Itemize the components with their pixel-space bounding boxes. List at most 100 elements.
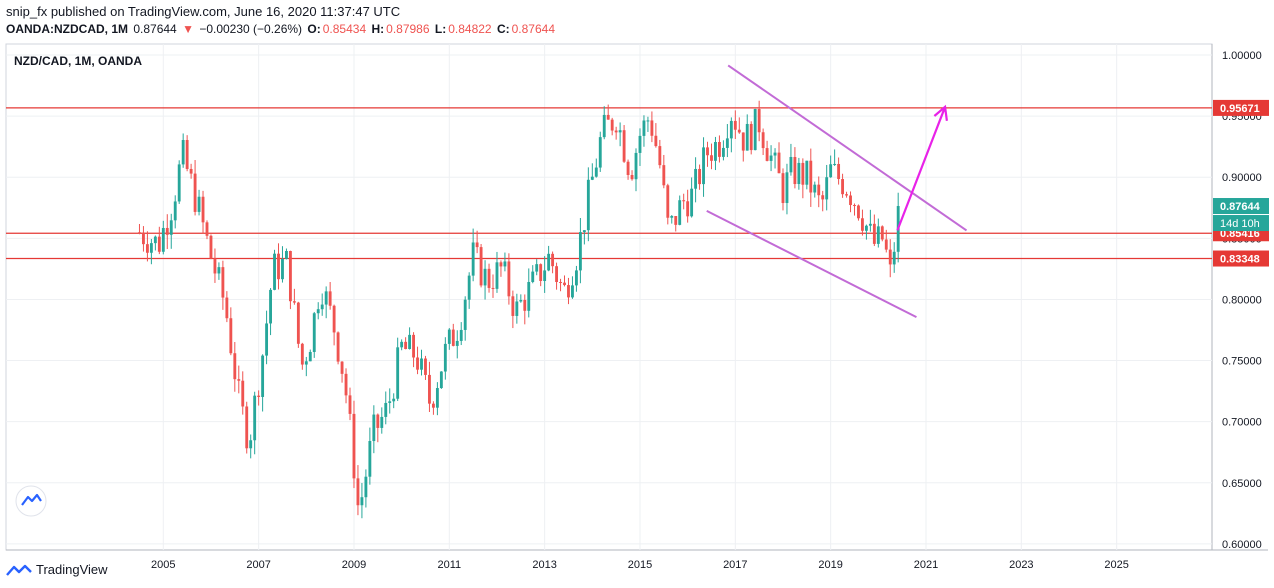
candle-body (209, 235, 213, 259)
candle-body (257, 395, 261, 397)
candle-body (586, 179, 590, 231)
brand-label: TradingView (36, 562, 108, 577)
candle-body (161, 227, 165, 252)
candle-body (153, 236, 157, 244)
footer-brand: TradingView (6, 562, 108, 577)
candle-body (416, 357, 419, 370)
x-tick-label: 2011 (437, 559, 461, 571)
candle-body (288, 250, 292, 302)
candle-body (376, 414, 380, 428)
x-tick-label: 2023 (1009, 559, 1033, 571)
x-tick-label: 2007 (246, 559, 270, 571)
candle-body (892, 251, 896, 265)
candle-body (185, 139, 189, 169)
candle-body (741, 132, 745, 151)
candle-body (201, 196, 205, 223)
candle-body (618, 130, 622, 133)
candle-body (646, 120, 650, 122)
candle-body (837, 163, 841, 180)
x-tick-label: 2009 (342, 559, 366, 571)
candle-body (598, 137, 602, 168)
change-value: −0.00230 (−0.26%) (199, 22, 303, 36)
candle-body (388, 401, 392, 403)
candle-body (396, 347, 400, 399)
y-tick-label: 0.65000 (1222, 478, 1262, 490)
candle-body (428, 374, 431, 404)
open-label: O: (307, 22, 321, 36)
y-tick-label: 0.75000 (1222, 356, 1262, 368)
candle-body (781, 173, 785, 204)
y-tick-label: 0.90000 (1222, 172, 1262, 184)
candle-body (638, 135, 642, 153)
candle-body (300, 343, 304, 365)
candle-body (686, 201, 690, 217)
candle-body (725, 138, 729, 148)
candle-body (809, 160, 813, 193)
candle-body (574, 270, 578, 286)
candle-body (368, 441, 372, 477)
candle-body (753, 109, 757, 151)
candle-body (193, 173, 197, 212)
candle-body (412, 334, 415, 358)
candle-body (765, 148, 769, 161)
candle-body (710, 155, 713, 161)
candle-body (495, 262, 499, 289)
candle-body (841, 179, 845, 195)
candle-body (499, 262, 503, 267)
candle-body (805, 160, 809, 185)
candle-body (487, 268, 491, 288)
candle-body (626, 161, 630, 176)
candle-body (833, 163, 837, 165)
x-tick-label: 2025 (1104, 559, 1128, 571)
candle-body (225, 297, 229, 319)
candle-body (718, 141, 721, 157)
candle-body (880, 226, 884, 240)
candle-body (694, 168, 698, 189)
candle-body (523, 299, 527, 311)
candle-body (571, 285, 574, 298)
candle-body (559, 282, 562, 284)
candle-body (336, 332, 340, 362)
candle-body (324, 291, 328, 305)
candle-body (539, 264, 543, 282)
y-tick-label: 0.80000 (1222, 294, 1262, 306)
x-tick-label: 2017 (723, 559, 747, 571)
candle-body (197, 196, 201, 212)
level-price-label: 0.95671 (1220, 103, 1260, 115)
candle-body (845, 194, 848, 196)
candle-body (630, 175, 634, 180)
candle-body (483, 268, 487, 286)
candle-body (467, 275, 471, 300)
candle-body (420, 358, 423, 370)
candle-body (777, 152, 781, 174)
candle-body (614, 130, 618, 133)
candle-body (543, 270, 547, 282)
candle-body (142, 232, 145, 245)
candle-body (253, 395, 257, 441)
candle-body (245, 406, 249, 449)
author-name[interactable]: snip_fx (6, 4, 48, 19)
level-price-label-bg (1213, 99, 1269, 116)
tv-watermark-mark (21, 493, 42, 506)
high-label: H: (371, 22, 385, 36)
candle-body (320, 304, 324, 310)
candle-body (714, 141, 717, 161)
candle-body (340, 361, 344, 374)
candle-body (650, 120, 654, 136)
candle-body (853, 205, 856, 207)
candle-body (503, 261, 507, 267)
candle-body (269, 289, 272, 324)
candle-body (622, 130, 626, 162)
candle-body (205, 222, 209, 236)
candle-body (610, 119, 614, 131)
candle-body (594, 167, 598, 177)
candle-body (424, 358, 427, 375)
candle-body (515, 301, 519, 316)
projection-arrow-head (933, 104, 948, 121)
level-price-label-bg (1213, 250, 1269, 267)
candle-body (328, 291, 332, 306)
candle-body (221, 267, 225, 298)
last-price-label-bg (1213, 198, 1269, 215)
candle-body (507, 261, 511, 297)
